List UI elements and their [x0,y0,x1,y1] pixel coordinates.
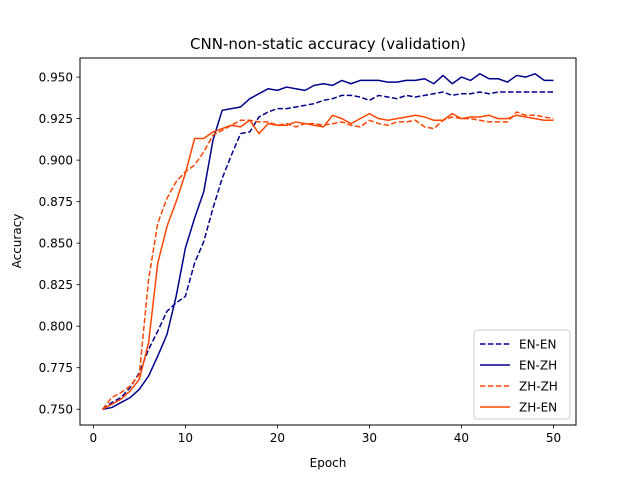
series-line-zh-en [102,112,554,410]
y-tick-label: 0.950 [39,70,73,84]
plot-frame [79,57,577,426]
legend-label-en-zh: EN-ZH [519,358,557,372]
y-tick-label: 0.900 [39,153,73,167]
y-axis-label: Accuracy [10,214,24,269]
y-tick-label: 0.925 [39,112,73,126]
y-tick-label: 0.750 [39,403,73,417]
y-tick-label: 0.775 [39,361,73,375]
y-tick-label: 0.800 [39,319,73,333]
x-tick-label: 20 [270,431,285,445]
y-tick-label: 0.850 [39,236,73,250]
x-tick-label: 30 [362,431,377,445]
x-axis-label: Epoch [310,456,347,470]
legend: EN-EN EN-ZH ZH-ZH ZH-EN [473,329,571,420]
legend-box [473,329,571,420]
x-tick-label: 50 [546,431,561,445]
plot-area [101,73,554,410]
x-tick-label: 0 [90,431,98,445]
series-line-en-zh [102,73,554,410]
series-line-zh-zh [101,111,554,410]
y-tick-label: 0.825 [39,278,73,292]
x-tick-label: 10 [178,431,193,445]
y-axis: 0.750 0.775 0.800 0.825 0.850 0.875 0.900 0.925… [39,70,80,417]
x-axis: 0 10 20 30 40 50 [90,425,561,445]
legend-label-zh-zh: ZH-ZH [519,379,558,393]
x-tick-label: 40 [454,431,469,445]
series-line-en-en [102,91,554,410]
y-tick-label: 0.875 [39,195,73,209]
legend-label-en-en: EN-EN [519,337,556,351]
chart-title: CNN-non-static accuracy (validation) [190,35,466,53]
legend-label-zh-en: ZH-EN [519,400,557,414]
